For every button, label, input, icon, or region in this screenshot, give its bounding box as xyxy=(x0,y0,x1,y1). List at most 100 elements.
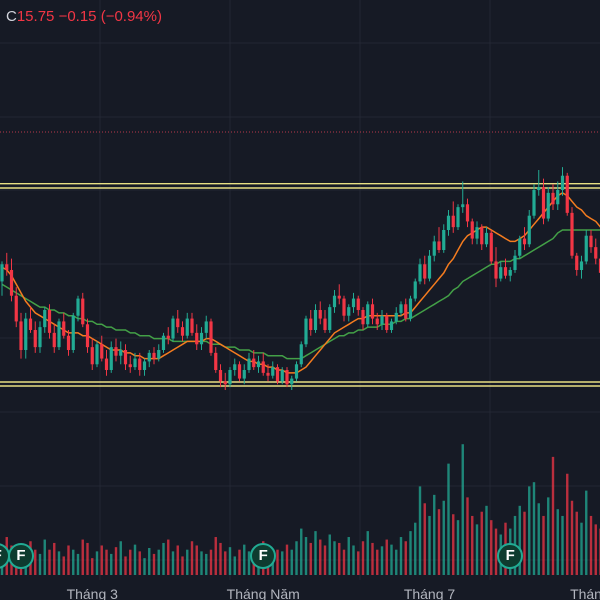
volume-bar xyxy=(186,549,189,575)
volume-bar xyxy=(243,544,246,575)
volume-bar xyxy=(129,549,132,575)
volume-bar xyxy=(53,542,56,575)
volume-bar xyxy=(409,531,412,575)
volume-bar xyxy=(414,522,417,575)
close-value: 15.75 xyxy=(16,8,55,25)
candle-body xyxy=(522,238,527,245)
candle xyxy=(594,238,598,265)
candle-body xyxy=(541,187,546,219)
candle xyxy=(442,224,446,253)
candle-body xyxy=(161,335,166,350)
candle xyxy=(494,247,498,288)
candle-body xyxy=(19,321,23,350)
candle-body xyxy=(413,281,417,299)
candle-body xyxy=(537,187,541,190)
candle xyxy=(209,318,213,356)
candle xyxy=(114,338,118,362)
candle xyxy=(385,312,389,333)
candle xyxy=(394,307,398,325)
volume-bar xyxy=(247,551,251,575)
candle-body xyxy=(328,307,332,330)
candle xyxy=(71,312,75,353)
volume-bar xyxy=(342,549,346,575)
candle-body xyxy=(185,318,189,336)
candle xyxy=(309,310,313,336)
candle xyxy=(218,364,223,388)
candle-body xyxy=(0,264,4,282)
candle xyxy=(560,167,565,196)
candle xyxy=(275,364,280,385)
volume-bar xyxy=(328,534,331,575)
candle xyxy=(47,304,52,339)
volume-bar xyxy=(585,490,588,575)
candle-body xyxy=(57,321,61,348)
volume-bar xyxy=(295,541,298,575)
candle xyxy=(356,295,360,316)
candle xyxy=(0,261,4,296)
event-f-marker[interactable]: F xyxy=(250,543,277,569)
candle xyxy=(413,278,417,302)
candle xyxy=(166,327,170,345)
volume-bar xyxy=(347,537,350,575)
volume-bar xyxy=(551,456,555,575)
volume-bar xyxy=(176,545,179,575)
x-tick-label: Tháng 3 xyxy=(66,586,118,600)
candle-body xyxy=(347,307,351,316)
volume-bar xyxy=(285,544,289,575)
x-tick-label: Tháng 7 xyxy=(403,586,456,600)
candle-body xyxy=(24,318,28,350)
candle-body xyxy=(147,352,151,362)
volume-bar xyxy=(390,544,393,575)
candle xyxy=(518,235,522,259)
volume-bar xyxy=(518,505,521,575)
horizontal-levels[interactable] xyxy=(0,131,600,387)
candle-body xyxy=(119,350,123,356)
candle-body xyxy=(456,207,460,228)
candle xyxy=(451,201,455,233)
candle xyxy=(418,258,422,285)
volume-bar xyxy=(34,549,37,575)
volume-bar xyxy=(152,553,156,575)
candle xyxy=(370,298,375,325)
candle-body xyxy=(494,261,498,279)
candle-body xyxy=(503,267,508,276)
candle xyxy=(214,347,218,373)
volume-bar xyxy=(399,537,403,575)
event-f-marker[interactable]: F xyxy=(497,543,524,569)
volume-bar xyxy=(57,551,61,575)
volume-bar xyxy=(357,551,360,575)
candle-body xyxy=(432,241,436,256)
candle-body xyxy=(247,358,251,370)
candle-body xyxy=(209,321,213,353)
candle-body xyxy=(465,204,470,222)
candle xyxy=(399,301,403,316)
candle xyxy=(62,312,66,339)
candle xyxy=(323,310,327,333)
volume-bar xyxy=(195,545,198,575)
candlesticks xyxy=(0,167,600,390)
volume-bar xyxy=(437,509,441,575)
candle xyxy=(347,304,351,322)
candle xyxy=(28,307,33,333)
event-f-marker[interactable]: F xyxy=(8,543,34,569)
volume-bar xyxy=(162,542,165,575)
candle-body xyxy=(5,264,9,270)
candle xyxy=(299,341,303,368)
candle-body xyxy=(38,327,42,348)
volume-bar xyxy=(105,549,108,575)
candle xyxy=(332,290,337,313)
volume-bar xyxy=(43,539,46,575)
candle-body xyxy=(28,318,33,330)
volume-bar xyxy=(281,551,284,575)
candle xyxy=(423,255,427,285)
candle xyxy=(337,284,341,305)
volume-bar xyxy=(566,473,569,575)
candle-body xyxy=(508,270,512,276)
candle xyxy=(342,295,346,322)
candle-body xyxy=(138,358,142,370)
candle xyxy=(461,181,465,213)
candle xyxy=(318,301,322,325)
candle-body xyxy=(437,241,441,250)
